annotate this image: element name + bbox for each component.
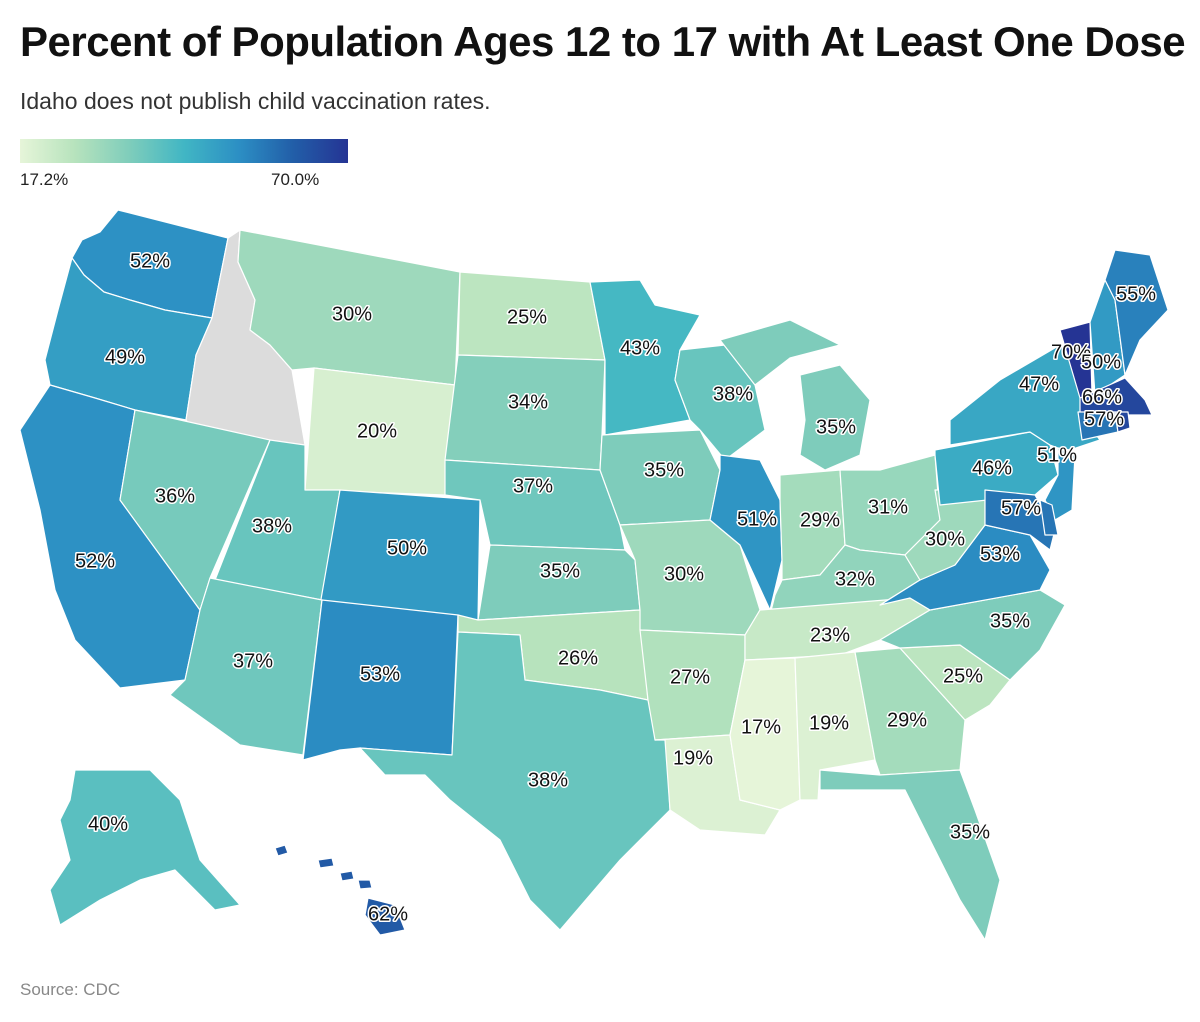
label-virginia: 53% [980,543,1020,565]
map-title: Percent of Population Ages 12 to 17 with… [20,18,1186,65]
label-arkansas: 27% [670,666,710,688]
label-maine: 55% [1116,283,1156,305]
label-michigan: 35% [816,416,856,438]
state-california [19,384,201,689]
state-shapes [19,209,1169,941]
label-missouri: 30% [664,563,704,585]
label-vermont: 70% [1051,341,1091,363]
label-nevada: 36% [155,485,195,507]
label-minnesota: 43% [620,337,660,359]
label-wisconsin: 38% [713,383,753,405]
state-alaska [49,769,241,926]
state-florida [819,769,1001,941]
state-michigan-part-2 [799,364,871,471]
label-kansas: 35% [540,560,580,582]
legend-color-scale [20,139,348,163]
state-value-labels: 52% 49% 52% 30% 20% 36% 38% 50% 37% 53% 25% 34% 37% 3… [73,249,1157,927]
state-pennsylvania [934,431,1059,506]
label-california: 52% [75,550,115,572]
state-new-york [949,344,1101,451]
state-maine [1104,249,1169,376]
state-delaware [1039,499,1059,536]
state-kansas [477,544,641,621]
label-oklahoma: 26% [558,647,598,669]
label-kentucky: 32% [835,568,875,590]
label-connecticut: 57% [1084,408,1124,430]
label-nebraska: 37% [513,475,553,497]
label-texas: 38% [528,769,568,791]
label-wyoming: 20% [357,420,397,442]
label-louisiana: 19% [673,747,713,769]
label-alabama: 19% [809,712,849,734]
source-note: Source: CDC [20,980,121,999]
label-alaska: 40% [88,813,128,835]
label-ohio: 31% [868,496,908,518]
label-north-dakota: 25% [507,306,547,328]
label-arizona: 37% [233,650,273,672]
state-michigan-part-1 [719,319,841,386]
label-west-virginia: 30% [925,528,965,550]
state-hawaii-part-3 [339,870,355,882]
label-north-carolina: 35% [990,610,1030,632]
label-new-jersey: 51% [1037,444,1077,466]
label-utah: 38% [252,515,292,537]
label-montana: 30% [332,303,372,325]
label-south-dakota: 34% [508,391,548,413]
label-georgia: 29% [887,709,927,731]
label-washington: 52% [130,250,170,272]
state-montana [237,229,461,386]
label-iowa: 35% [644,459,684,481]
legend-min-label: 17.2% [20,170,69,189]
label-south-carolina: 25% [943,665,983,687]
label-new-york: 47% [1019,373,1059,395]
state-hawaii-part-1 [274,844,289,857]
label-oregon: 49% [105,346,145,368]
label-hawaii: 62% [368,903,408,925]
state-rhode-island [1114,411,1131,433]
label-florida: 35% [950,821,990,843]
label-colorado: 50% [387,537,427,559]
state-maryland [984,489,1056,551]
label-new-mexico: 53% [360,663,400,685]
label-massachusetts: 66% [1082,386,1122,408]
state-hawaii-part-5 [364,897,406,936]
state-hawaii-part-4 [357,879,373,890]
label-tennessee: 23% [810,624,850,646]
label-illinois: 51% [737,508,777,530]
label-maryland: 57% [1001,497,1041,519]
label-mississippi: 17% [741,716,781,738]
legend-max-label: 70.0% [271,170,320,189]
label-indiana: 29% [800,509,840,531]
map-subtitle: Idaho does not publish child vaccination… [20,88,491,114]
state-texas [359,631,671,931]
label-pennsylvania: 46% [972,457,1012,479]
label-new-hampshire: 50% [1081,351,1121,373]
state-hawaii-part-2 [317,857,335,869]
